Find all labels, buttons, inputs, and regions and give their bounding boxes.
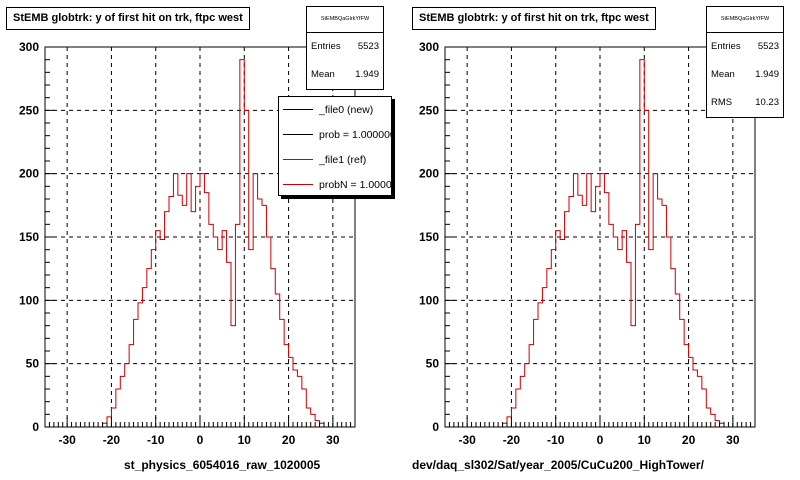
right-series-0-line — [445, 59, 755, 428]
right-stats-box: StEMBQaGlrkYfFW Entries 5523 Mean 1.949 … — [706, 6, 784, 118]
left-y-tick-label: 100 — [19, 293, 39, 307]
right-stats-mean-value: 1.949 — [755, 69, 779, 80]
left-histogram-pad: -30 -20 -10 0 10 20 30 0 50 100 150 200 250 300 StEMB… — [6, 6, 392, 472]
legend-label-prob: prob = 1.000000 — [319, 128, 392, 141]
right-x-tick-label: -30 — [458, 433, 476, 447]
right-stats-rms-value: 10.23 — [755, 97, 779, 108]
right-y-tick-label: 300 — [419, 40, 439, 54]
right-x-tick-label: 10 — [638, 433, 652, 447]
right-y-tick-label: 250 — [419, 103, 439, 117]
left-stats-mean-label: Mean — [311, 69, 335, 80]
left-legend: _file0 (new) prob = 1.000000 _file1 (ref… — [278, 96, 392, 196]
right-histogram-pad: -30 -20 -10 0 10 20 30 0 50 100 150 200 250 300 StEMB… — [400, 0, 800, 480]
right-y-tick-label: 150 — [419, 230, 439, 244]
left-series-0-line — [45, 59, 355, 428]
right-stats-entries-label: Entries — [711, 41, 741, 52]
left-y-tick-label: 0 — [32, 420, 39, 434]
left-x-tick-label: 20 — [282, 433, 296, 447]
right-stats-entries-value: 5523 — [757, 41, 779, 52]
right-y-tick-label: 50 — [426, 357, 440, 371]
legend-swatch-file0 — [283, 109, 313, 110]
right-y-tick-label: 0 — [432, 420, 439, 434]
legend-swatch-file1 — [283, 159, 313, 160]
left-stats-box: StEMBQaGlrkYfFW Entries 5523 Mean 1.949 — [306, 6, 384, 90]
right-stats-row-rms: RMS 10.23 — [707, 89, 783, 117]
legend-label-file1: _file1 (ref) — [319, 153, 367, 166]
left-stats-mean-value: 1.949 — [355, 69, 379, 80]
left-plot-title: StEMB globtrk: y of first hit on trk, ft… — [6, 7, 250, 30]
left-y-tick-label: 250 — [19, 103, 39, 117]
right-y-tick-label: 200 — [419, 167, 439, 181]
left-y-tick-label: 200 — [19, 167, 39, 181]
left-x-tick-label: -30 — [58, 433, 76, 447]
left-x-caption: st_physics_6054016_raw_1020005 — [124, 458, 321, 472]
left-stats-name: StEMBQaGlrkYfFW — [307, 7, 383, 33]
left-stats-row-mean: Mean 1.949 — [307, 61, 383, 89]
legend-swatch-prob — [283, 134, 313, 135]
left-y-tick-label: 150 — [19, 230, 39, 244]
legend-entry-file0: _file0 (new) — [279, 97, 391, 122]
left-x-tick-label: -10 — [147, 433, 165, 447]
right-x-tick-label: 20 — [682, 433, 696, 447]
left-stats-entries-label: Entries — [311, 41, 341, 52]
right-stats-row-entries: Entries 5523 — [707, 33, 783, 61]
left-y-tick-label: 300 — [19, 40, 39, 54]
right-stats-row-mean: Mean 1.949 — [707, 61, 783, 89]
right-stats-rms-label: RMS — [711, 97, 733, 108]
right-x-tick-label: -10 — [547, 433, 565, 447]
left-x-tick-label: 30 — [326, 433, 340, 447]
legend-swatch-probn — [283, 184, 313, 185]
legend-entry-prob: prob = 1.000000 — [279, 122, 391, 147]
left-x-tick-label: 10 — [238, 433, 252, 447]
left-x-tick-label: 0 — [197, 433, 204, 447]
right-stats-name: StEMBQaGlrkYfFW — [707, 7, 783, 33]
right-plot-title: StEMB globtrk: y of first hit on trk, ft… — [412, 7, 656, 30]
right-x-caption: dev/daq_sl302/Sat/year_2005/CuCu200_High… — [412, 458, 704, 472]
right-x-tick-label: 0 — [597, 433, 604, 447]
legend-label-file0: _file0 (new) — [319, 103, 374, 116]
legend-entry-probn: probN = 1.000000 — [279, 172, 392, 195]
left-y-tick-label: 50 — [26, 357, 40, 371]
right-x-tick-label: -20 — [503, 433, 521, 447]
right-x-tick-label: 30 — [726, 433, 740, 447]
right-stats-mean-label: Mean — [711, 69, 735, 80]
legend-entry-file1: _file1 (ref) — [279, 147, 391, 172]
left-stats-entries-value: 5523 — [357, 41, 379, 52]
right-y-tick-label: 100 — [419, 293, 439, 307]
legend-label-probn: probN = 1.000000 — [319, 178, 392, 191]
left-x-tick-label: -20 — [103, 433, 121, 447]
left-stats-row-entries: Entries 5523 — [307, 33, 383, 61]
